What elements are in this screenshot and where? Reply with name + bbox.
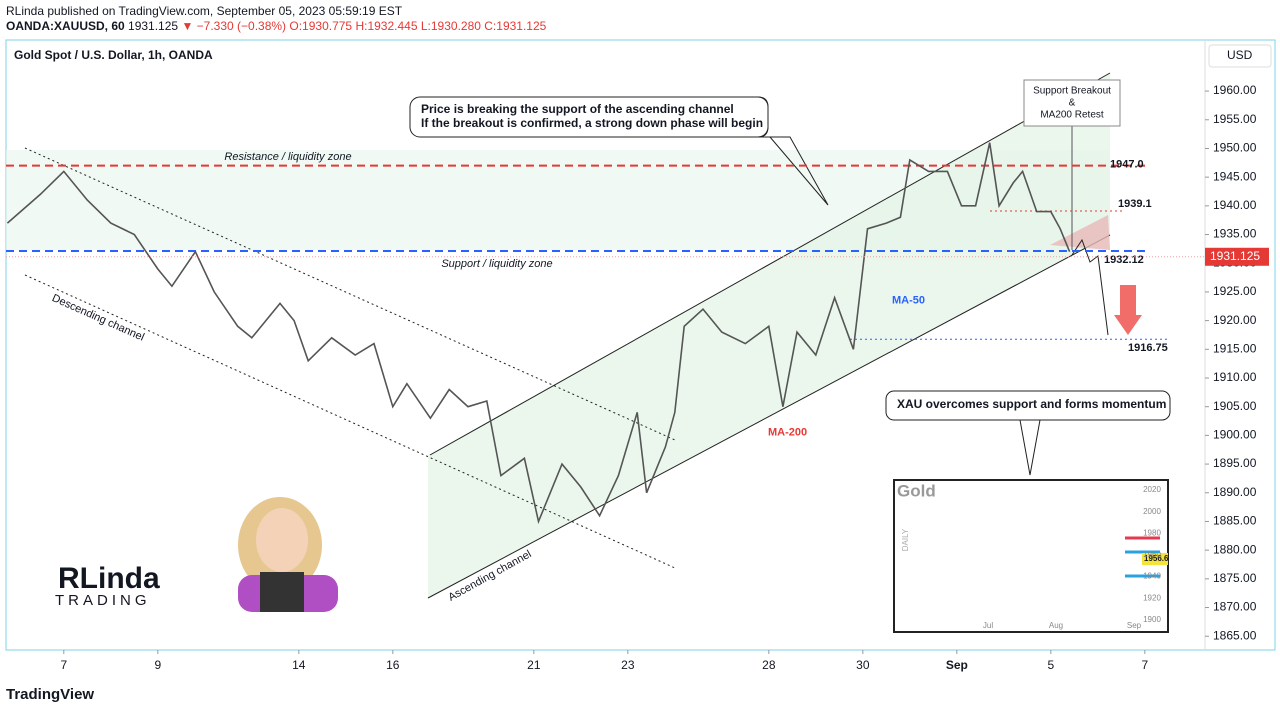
y-tick-label: 1870.00 [1213,600,1257,614]
callout-text: XAU overcomes support and forms momentum [897,397,1166,411]
y-tick-label: 1890.00 [1213,485,1257,499]
zone-label: Support / liquidity zone [441,258,552,270]
y-tick-label: 1910.00 [1213,370,1257,384]
series-label: MA-50 [892,294,925,306]
x-tick-label: 7 [1141,658,1148,672]
x-tick-label: 9 [154,658,161,672]
level-label: 1932.12 [1104,254,1144,266]
currency: USD [1227,48,1253,62]
projection [1071,238,1109,336]
inset-y-label: 2020 [1143,485,1161,494]
level-label: 1916.75 [1128,342,1168,354]
y-tick-label: 1880.00 [1213,542,1257,556]
ascending-lower [427,234,1111,599]
face [256,508,308,572]
y-tick-label: 1895.00 [1213,456,1257,470]
breakout-text: & [1069,98,1076,109]
y-tick-label: 1925.00 [1213,284,1257,298]
zone-label: Resistance / liquidity zone [224,151,351,163]
inset-y-label: 1960 [1143,550,1161,559]
y-tick-label: 1900.00 [1213,428,1257,442]
callout-text: Price is breaking the support of the asc… [421,102,734,116]
inset-side: DAILY [901,528,910,551]
logo: RLinda [58,562,160,595]
series-label: MA-200 [768,426,807,438]
inset-x-label: Sep [1127,621,1142,630]
y-tick-label: 1950.00 [1213,141,1257,155]
girl [238,497,338,612]
inset-x-label: Aug [1049,621,1063,630]
inset-title: Gold [897,481,936,500]
inset-y-label: 2000 [1143,507,1161,516]
vest [260,572,304,612]
level-label: 1947.0 [1110,159,1144,171]
zone-shade [6,150,1110,250]
x-tick-label: 5 [1047,658,1054,672]
inset-y-label: 1980 [1143,528,1161,537]
y-tick-label: 1945.00 [1213,169,1257,183]
x-tick-label: 23 [621,658,635,672]
currency-box [1208,44,1272,68]
last-price-label: 1931.125 [1210,249,1260,263]
callout-box [885,390,1171,421]
breakout-text: Support Breakout [1033,86,1111,97]
x-tick-label: 16 [386,658,400,672]
x-tick-label: Sep [946,658,968,672]
inset-y-label: 1940 [1143,572,1161,581]
down-arrow [1114,285,1142,335]
last: 1931.125 [128,19,178,33]
last-price-tag [1205,247,1269,266]
footer: TradingView [6,686,94,703]
inset-y-label: 1920 [1143,593,1161,602]
inset [893,479,1169,633]
publisher: RLinda published on TradingView.com, Sep… [6,4,403,18]
change: ▼ −7.330 (−0.38%) [181,19,286,33]
breakout-box [1023,79,1121,127]
callout-box [409,96,769,138]
callout-text: If the breakout is confirmed, a strong d… [421,116,763,130]
callout-tail [1019,419,1041,476]
y-tick-label: 1865.00 [1213,628,1257,642]
y-tick-label: 1915.00 [1213,341,1257,355]
y-tick-label: 1885.00 [1213,514,1257,528]
high: H:1932.445 [355,19,417,33]
inset-tag: 1956.6 [1144,554,1169,563]
descending-upper [24,147,676,441]
y-tick-label: 1960.00 [1213,83,1257,97]
descending-lower [24,274,676,569]
y-tick-label: 1875.00 [1213,571,1257,585]
level-label: 1939.1 [1118,198,1152,210]
open: O:1930.775 [289,19,352,33]
x-tick-label: 21 [527,658,541,672]
ascending-upper [429,72,1111,456]
ascending-shade [428,73,1110,598]
x-tick-label: 14 [292,658,306,672]
close: C:1931.125 [484,19,546,33]
x-tick-label: 30 [856,658,870,672]
x-tick-label: 28 [762,658,776,672]
y-tick-label: 1905.00 [1213,399,1257,413]
chart-title: Gold Spot / U.S. Dollar, 1h, OANDA [14,48,213,62]
symbol-line: OANDA:XAUUSD, 60 1931.125 ▼ −7.330 (−0.3… [6,19,547,33]
inset-tag-bg [1142,553,1168,565]
y-tick-label: 1940.00 [1213,198,1257,212]
inset-y-label: 1900 [1143,615,1161,624]
y-tick-label: 1955.00 [1213,112,1257,126]
y-tick-label: 1935.00 [1213,227,1257,241]
breakout-text: MA200 Retest [1040,110,1104,121]
y-tick-label: 1920.00 [1213,313,1257,327]
low: L:1930.280 [421,19,481,33]
series-line [6,142,1071,525]
x-tick-label: 7 [60,658,67,672]
symbol: OANDA:XAUUSD, 60 [6,19,125,33]
logo: TRADING [55,592,151,609]
inset-x-label: Jul [983,621,993,630]
